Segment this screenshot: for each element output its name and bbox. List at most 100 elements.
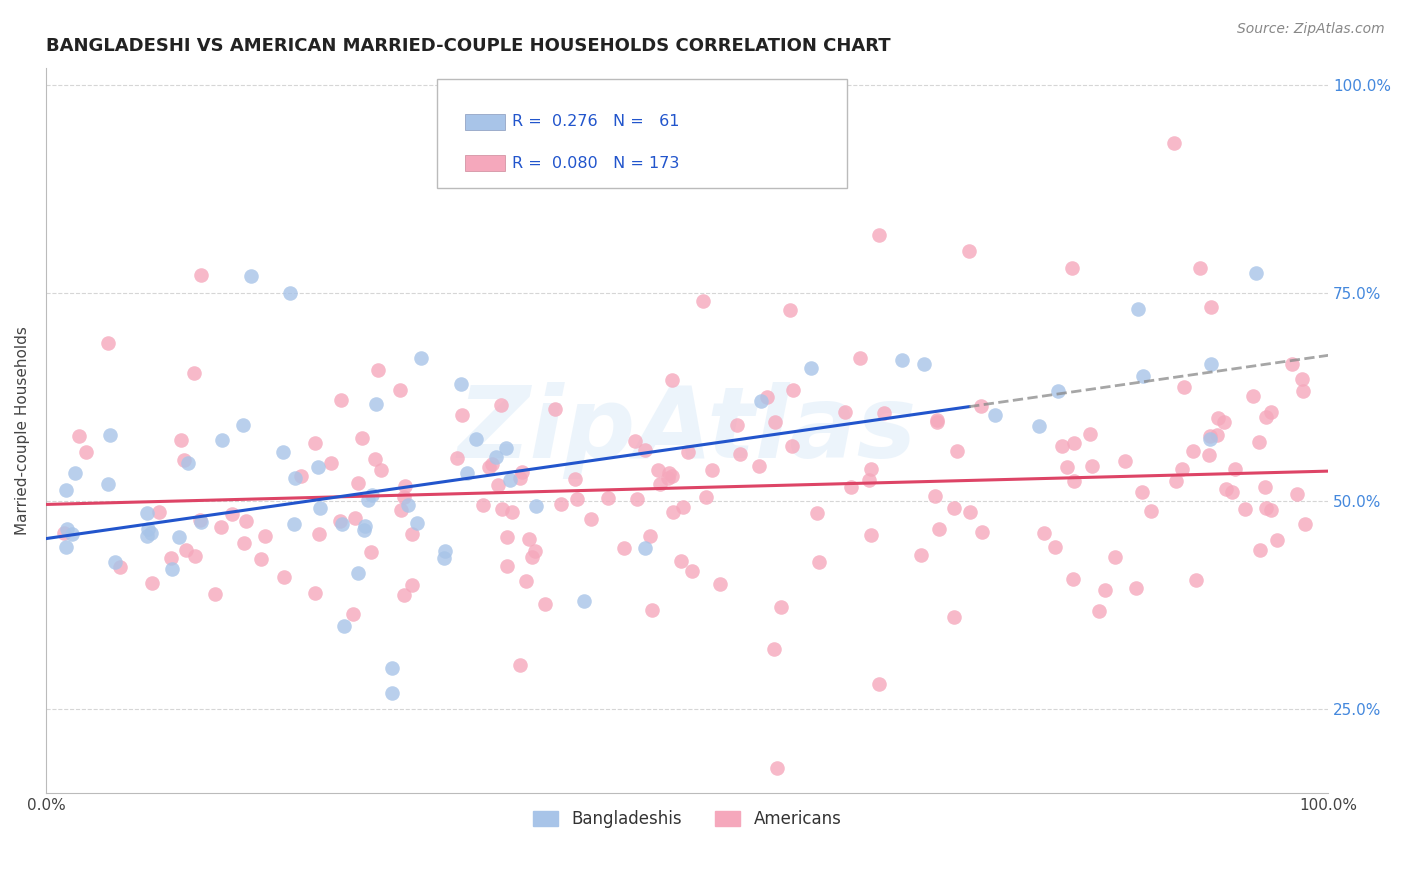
Point — [779, 302, 801, 317]
Point — [1215, 483, 1237, 497]
Point — [1182, 444, 1205, 458]
Point — [725, 418, 748, 433]
Text: R =  0.080   N = 173: R = 0.080 N = 173 — [512, 156, 679, 171]
Point — [728, 447, 751, 461]
Point — [401, 527, 423, 541]
Point — [550, 496, 572, 510]
Point — [173, 453, 195, 467]
Point — [692, 293, 714, 308]
Point — [235, 514, 257, 528]
Point — [471, 498, 494, 512]
Point — [174, 542, 197, 557]
Point — [304, 586, 326, 600]
Point — [456, 466, 478, 480]
Point — [406, 516, 429, 530]
Point — [56, 522, 79, 536]
Point — [308, 527, 330, 541]
Point — [808, 555, 831, 569]
Point — [1088, 604, 1111, 618]
Point — [353, 523, 375, 537]
Point — [1198, 449, 1220, 463]
Point — [381, 661, 404, 675]
Point — [97, 336, 120, 351]
Point — [1291, 384, 1313, 398]
Point — [515, 574, 537, 588]
Point — [640, 529, 662, 543]
Point — [695, 490, 717, 504]
Point — [510, 465, 533, 479]
Point — [162, 562, 184, 576]
Point — [634, 541, 657, 555]
Point — [1043, 540, 1066, 554]
Text: R =  0.276   N =   61: R = 0.276 N = 61 — [512, 114, 679, 129]
Point — [765, 761, 787, 775]
Point — [381, 686, 404, 700]
Point — [1199, 357, 1222, 371]
Point — [136, 529, 159, 543]
Point — [749, 394, 772, 409]
Point — [564, 472, 586, 486]
Point — [957, 244, 980, 259]
Point — [806, 506, 828, 520]
Point — [361, 488, 384, 502]
Point — [1246, 266, 1268, 280]
Point — [204, 587, 226, 601]
Point — [136, 522, 159, 536]
Point — [647, 463, 669, 477]
Point — [366, 397, 388, 411]
Point — [353, 518, 375, 533]
Point — [232, 536, 254, 550]
Point — [183, 366, 205, 380]
Point — [1063, 436, 1085, 450]
Point — [367, 363, 389, 377]
Point — [748, 458, 770, 473]
Point — [891, 353, 914, 368]
Point — [942, 610, 965, 624]
Point — [581, 512, 603, 526]
Point — [169, 530, 191, 544]
Point — [1060, 260, 1083, 275]
Point — [188, 513, 211, 527]
Point — [763, 415, 786, 429]
Point — [1281, 357, 1303, 371]
Point — [924, 489, 946, 503]
Point — [104, 555, 127, 569]
Point — [1294, 517, 1316, 532]
Point — [1130, 484, 1153, 499]
Point — [108, 559, 131, 574]
Point — [1249, 434, 1271, 449]
Point — [1260, 404, 1282, 418]
Point — [190, 268, 212, 282]
Point — [626, 491, 648, 506]
Legend: Bangladeshis, Americans: Bangladeshis, Americans — [526, 804, 848, 835]
Point — [799, 360, 821, 375]
Point — [780, 439, 803, 453]
Point — [284, 470, 307, 484]
Point — [524, 500, 547, 514]
Point — [250, 551, 273, 566]
Point — [669, 554, 692, 568]
Point — [1206, 410, 1229, 425]
Point — [1139, 504, 1161, 518]
Point — [283, 516, 305, 531]
Point — [1132, 369, 1154, 384]
Point — [868, 677, 890, 691]
Point — [678, 444, 700, 458]
Point — [700, 463, 723, 477]
Point — [634, 443, 657, 458]
Point — [658, 466, 681, 480]
Point — [75, 445, 97, 459]
Point — [388, 384, 411, 398]
Point — [598, 491, 620, 506]
Point — [1163, 136, 1185, 150]
Point — [533, 597, 555, 611]
Point — [661, 469, 683, 483]
Point — [53, 525, 76, 540]
Point — [344, 511, 367, 525]
Point — [330, 516, 353, 531]
Point — [567, 492, 589, 507]
Point — [834, 405, 856, 419]
Point — [1033, 526, 1056, 541]
Point — [970, 399, 993, 413]
Point — [868, 227, 890, 242]
